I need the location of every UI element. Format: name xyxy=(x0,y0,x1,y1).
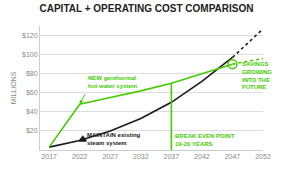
svg-text:BREAK EVEN POINT19-20 YEARS: BREAK EVEN POINT19-20 YEARS xyxy=(175,133,235,147)
svg-text:$100: $100 xyxy=(22,51,38,58)
svg-text:$80: $80 xyxy=(26,70,38,77)
svg-text:2022: 2022 xyxy=(72,153,88,160)
svg-text:NEW geothermalhot water system: NEW geothermalhot water system xyxy=(88,75,137,89)
svg-text:2047: 2047 xyxy=(225,153,241,160)
svg-text:2042: 2042 xyxy=(194,153,210,160)
svg-text:2017: 2017 xyxy=(41,153,57,160)
svg-text:CAPITAL + OPERATING COST COMPA: CAPITAL + OPERATING COST COMPARISON xyxy=(40,3,254,14)
svg-text:MAINTAIN existingsteam system: MAINTAIN existingsteam system xyxy=(87,132,141,146)
svg-text:MILLIONS: MILLIONS xyxy=(10,71,17,104)
svg-text:$20: $20 xyxy=(26,127,38,134)
svg-text:2052: 2052 xyxy=(255,153,271,160)
svg-text:$40: $40 xyxy=(26,108,38,115)
svg-text:SAVINGSGROWINGINTO THEFUTURE: SAVINGSGROWINGINTO THEFUTURE xyxy=(242,61,272,90)
svg-text:2027: 2027 xyxy=(102,153,118,160)
svg-text:$120: $120 xyxy=(22,32,38,39)
svg-text:2037: 2037 xyxy=(164,153,180,160)
svg-text:$60: $60 xyxy=(26,89,38,96)
svg-text:2032: 2032 xyxy=(133,153,149,160)
